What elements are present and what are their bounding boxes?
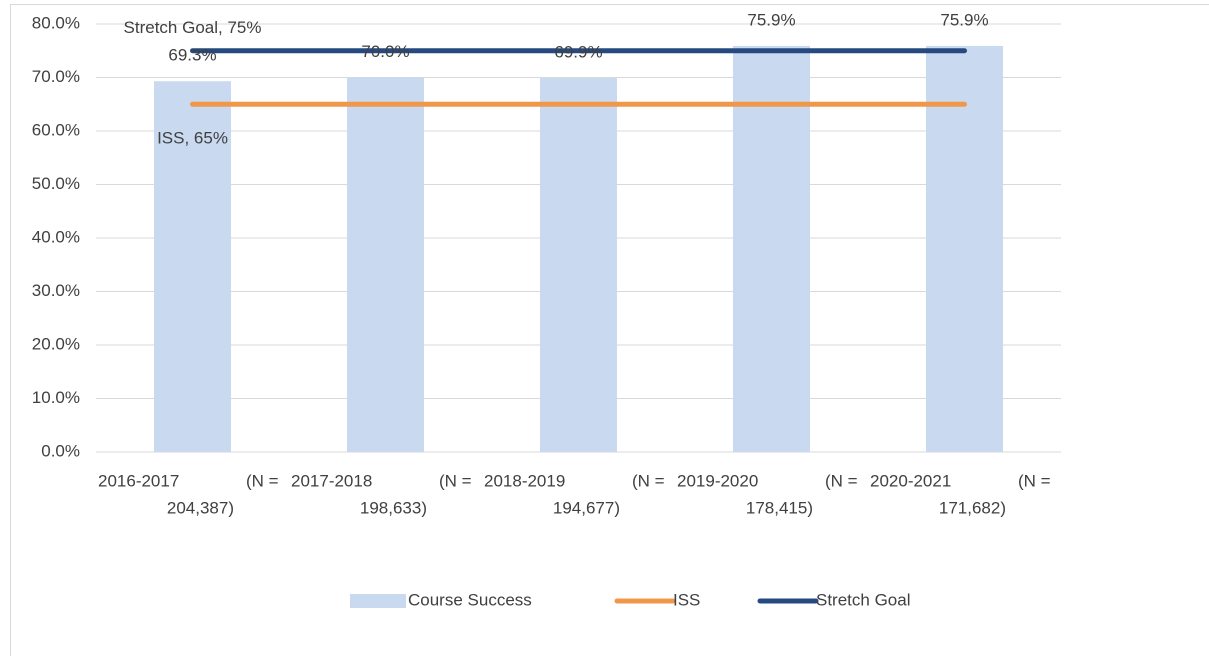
legend-swatch — [350, 594, 406, 608]
data-label: 75.9% — [940, 10, 988, 29]
x-tick-label: 2020-2021 — [870, 471, 951, 490]
y-tick-label: 80.0% — [32, 13, 80, 32]
chart-border — [10, 4, 1209, 656]
data-label: 70.0% — [361, 42, 409, 61]
x-tick-label: 2018-2019 — [484, 471, 565, 490]
x-tick-label: (N = — [825, 471, 858, 490]
y-tick-label: 40.0% — [32, 227, 80, 246]
legend-label: ISS — [673, 590, 700, 609]
y-tick-label: 60.0% — [32, 120, 80, 139]
y-tick-label: 10.0% — [32, 388, 80, 407]
x-tick-label: 178,415) — [746, 498, 813, 517]
x-tick-label: (N = — [439, 471, 472, 490]
x-tick-label: 204,387) — [167, 498, 234, 517]
y-tick-label: 0.0% — [41, 441, 80, 460]
data-label: Stretch Goal, 75% — [124, 18, 262, 37]
data-label: 69.3% — [168, 46, 216, 65]
legend-label: Stretch Goal — [816, 590, 911, 609]
x-tick-label: (N = — [246, 471, 279, 490]
y-tick-label: 70.0% — [32, 67, 80, 86]
x-tick-label: 171,682) — [939, 498, 1006, 517]
data-label: 75.9% — [747, 10, 795, 29]
x-tick-label: (N = — [1018, 471, 1051, 490]
data-label: ISS, 65% — [157, 129, 228, 148]
x-tick-label: 194,677) — [553, 498, 620, 517]
y-tick-label: 50.0% — [32, 174, 80, 193]
x-tick-label: 2016-2017 — [98, 471, 179, 490]
data-label: 69.9% — [554, 43, 602, 62]
bar — [154, 81, 231, 453]
bar — [540, 78, 617, 452]
bar — [347, 77, 424, 452]
legend-label: Course Success — [408, 590, 532, 609]
x-tick-label: 2017-2018 — [291, 471, 372, 490]
x-tick-label: 198,633) — [360, 498, 427, 517]
bar — [733, 45, 810, 453]
y-tick-label: 20.0% — [32, 334, 80, 353]
bar — [926, 45, 1003, 453]
x-tick-label: 2019-2020 — [677, 471, 758, 490]
x-tick-label: (N = — [632, 471, 665, 490]
y-tick-label: 30.0% — [32, 281, 80, 300]
